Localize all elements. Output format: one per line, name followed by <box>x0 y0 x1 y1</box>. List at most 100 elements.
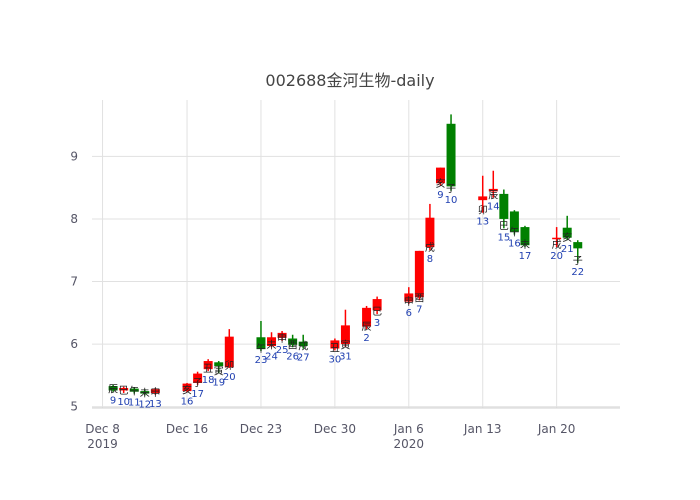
candle-day-label: 8 <box>427 254 433 265</box>
candle-day-label: 6 <box>406 308 412 319</box>
candle-day-label: 12 <box>138 399 151 410</box>
candle-ganzhi-label: 申 <box>277 332 287 345</box>
candle-body <box>182 383 192 392</box>
candle-body <box>520 227 530 246</box>
candle-ganzhi-label: 午 <box>509 226 519 239</box>
candle-day-label: 9 <box>110 396 116 407</box>
chart-title: 002688金河生物-daily <box>265 71 434 90</box>
candle-ganzhi-label: 子 <box>573 255 583 267</box>
candle-ganzhi-label: 巳 <box>499 220 509 232</box>
candle-ganzhi-label: 子 <box>193 377 203 389</box>
candle-ganzhi-label: 未 <box>267 339 277 351</box>
candle-ganzhi-label: 寅 <box>214 365 224 378</box>
x-tick-year-label: 2020 <box>394 437 425 451</box>
x-tick-year-label: 2019 <box>87 437 118 451</box>
candle-day-label: 9 <box>437 190 443 201</box>
candle <box>150 387 160 395</box>
candle <box>203 359 213 372</box>
candle-ganzhi-label: 卯 <box>478 205 488 217</box>
candle-ganzhi-label: 亥 <box>562 231 572 244</box>
candle-day-label: 19 <box>212 378 225 389</box>
candle <box>340 309 350 348</box>
x-tick-label: Dec 8 <box>85 422 120 436</box>
candle-day-label: 20 <box>550 251 563 262</box>
candle <box>214 361 224 374</box>
y-tick-label: 9 <box>70 149 78 163</box>
candle-day-label: 7 <box>416 304 422 315</box>
candle-body <box>277 332 287 338</box>
candle-ganzhi-label: 未 <box>520 239 530 251</box>
candle-ganzhi-label: 辰 <box>108 384 118 396</box>
y-tick-label: 6 <box>70 337 78 351</box>
candle-day-label: 2 <box>363 333 369 344</box>
candle <box>277 331 287 342</box>
candle-day-label: 30 <box>329 354 342 365</box>
candle-day-label: 15 <box>497 232 510 243</box>
x-tick-label: Jan 13 <box>463 422 502 436</box>
candle-body <box>509 211 519 232</box>
candle-body <box>425 217 435 248</box>
candle-body <box>562 227 572 238</box>
candle-ganzhi-label: 申 <box>150 386 160 399</box>
candle-day-label: 21 <box>561 244 574 255</box>
candle-body <box>256 337 266 350</box>
candle-ganzhi-label: 戌 <box>298 340 308 353</box>
candle-day-label: 20 <box>223 372 236 383</box>
x-gridlines <box>102 100 558 408</box>
candle-ganzhi-label: 未 <box>140 387 150 399</box>
candle <box>362 305 372 330</box>
candle-ganzhi-label: 酉 <box>288 340 298 351</box>
candle <box>446 114 456 191</box>
candle-day-label: 11 <box>128 398 141 409</box>
candle <box>404 287 414 305</box>
candle-day-label: 31 <box>339 351 352 362</box>
y-tick-label: 7 <box>70 275 78 289</box>
candle <box>140 389 150 396</box>
candle <box>298 334 308 349</box>
candles <box>108 114 583 396</box>
candle-body <box>573 242 583 249</box>
candle-day-label: 10 <box>445 195 458 206</box>
candle-ganzhi-label: 巳 <box>372 306 382 318</box>
candle <box>509 210 519 235</box>
y-tick-label: 8 <box>70 212 78 226</box>
candle-ganzhi-label: 丑 <box>330 343 340 354</box>
candle-ganzhi-label: 戌 <box>552 238 562 251</box>
candle <box>256 320 266 352</box>
candle-body <box>108 386 118 391</box>
candle-body <box>214 362 224 367</box>
candle-ganzhi-label: 午 <box>256 342 266 355</box>
y-gridlines <box>92 155 620 408</box>
candle-body <box>203 361 213 370</box>
candle <box>499 189 509 229</box>
candle <box>182 382 192 393</box>
candle-body <box>224 336 234 368</box>
candle-body <box>435 167 445 184</box>
x-tick-label: Dec 23 <box>240 422 282 436</box>
candle-day-label: 26 <box>286 351 299 362</box>
candle-ganzhi-label: 戌 <box>425 241 435 254</box>
candle-body <box>150 389 160 393</box>
candle <box>573 240 583 263</box>
candle <box>108 384 118 392</box>
x-tick-label: Jan 6 <box>393 422 424 436</box>
candle-body <box>193 373 203 383</box>
candle-body <box>552 237 562 240</box>
candle <box>267 332 277 348</box>
candle <box>488 170 498 198</box>
candle-ganzhi-label: 寅 <box>340 338 350 351</box>
x-tick-label: Dec 30 <box>314 422 356 436</box>
candle-day-label: 16 <box>508 239 521 250</box>
candle-body <box>499 193 509 219</box>
candle-body <box>288 338 298 345</box>
candle <box>372 296 382 315</box>
candle <box>552 227 562 248</box>
candle-day-label: 14 <box>487 202 500 213</box>
x-tick-label: Jan 20 <box>537 422 576 436</box>
candle-body <box>372 299 382 311</box>
candle-day-label: 13 <box>149 399 162 410</box>
candle <box>330 338 340 351</box>
candle-ganzhi-label: 丑 <box>203 364 213 375</box>
candle <box>129 387 139 394</box>
